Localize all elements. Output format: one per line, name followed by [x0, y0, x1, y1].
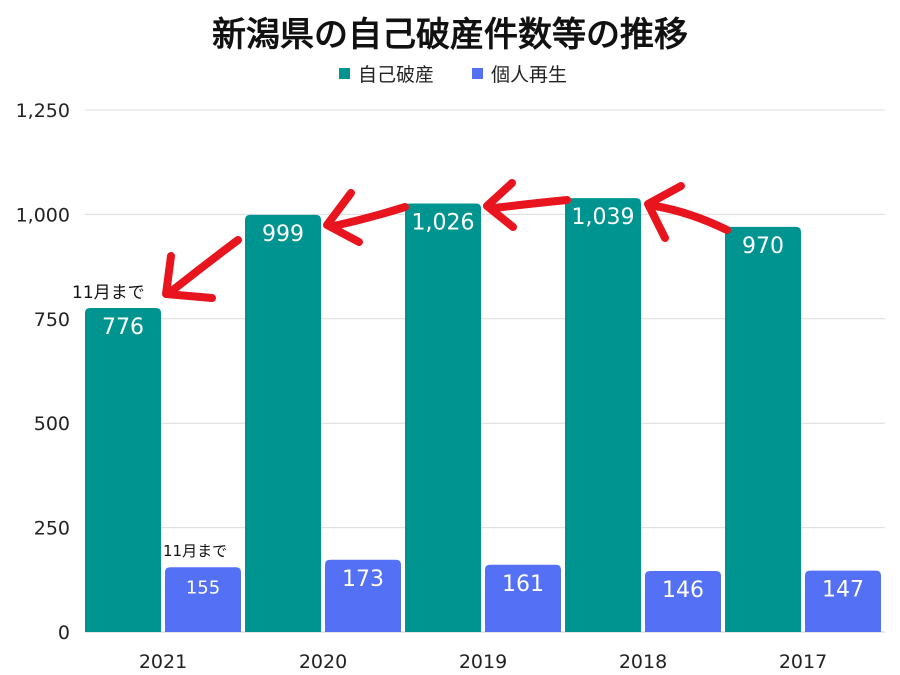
legend-swatch-kojin-saisei [472, 68, 483, 79]
bar-kojin-saisei-2018 [645, 571, 721, 632]
arrow-2020-icon [330, 203, 409, 230]
x-tick-label: 2020 [299, 651, 347, 673]
x-tick-label: 2018 [619, 651, 667, 673]
arrow-2018-head-icon [644, 182, 685, 242]
data-label: 147 [822, 578, 864, 603]
chart-title: 新潟県の自己破産件数等の推移 [212, 15, 688, 55]
data-label: 999 [262, 222, 304, 247]
x-tick-label: 2017 [779, 651, 827, 673]
y-tick-label: 750 [34, 309, 70, 331]
bars [85, 198, 881, 633]
arrow-2021-head-icon [162, 252, 216, 302]
trend-arrows [162, 179, 731, 302]
y-tick-label: 1,250 [16, 100, 70, 122]
data-label: 146 [662, 578, 704, 603]
bar-kojin-saisei-2020 [325, 559, 401, 632]
arrow-2018-icon [651, 202, 731, 234]
y-tick-label: 0 [58, 622, 70, 644]
data-label: 776 [102, 315, 144, 340]
bar-jiko-hasan-2017 [725, 226, 801, 633]
y-axis-ticks: 0 250 500 750 1,000 1,250 [16, 100, 70, 644]
data-label: 1,039 [572, 205, 635, 230]
annotations: 11月まで 11月まで [72, 283, 227, 560]
y-tick-label: 1,000 [16, 204, 70, 226]
legend-swatch-jiko-hasan [339, 68, 350, 79]
data-label: 173 [342, 567, 384, 592]
legend-label-jiko-hasan: 自己破産 [358, 64, 434, 86]
bar-jiko-hasan-2020 [245, 214, 321, 632]
bar-kojin-saisei-2017 [805, 570, 881, 632]
bar-jiko-hasan-2019 [405, 203, 481, 632]
legend-label-kojin-saisei: 個人再生 [491, 64, 567, 86]
data-label: 161 [502, 572, 544, 597]
arrow-2019-head-icon [483, 179, 517, 231]
bar-jiko-hasan-2021 [85, 307, 161, 632]
arrow-2020-head-icon [323, 189, 363, 246]
x-tick-label: 2021 [139, 651, 187, 673]
x-tick-label: 2019 [459, 651, 507, 673]
annotation-november-kojin-saisei: 11月まで [163, 542, 227, 560]
arrow-2021-icon [169, 236, 242, 294]
data-label: 970 [742, 234, 784, 259]
annotation-november-jiko-hasan: 11月まで [72, 283, 145, 303]
bar-jiko-hasan-2018 [565, 198, 641, 633]
y-tick-label: 500 [34, 413, 70, 435]
x-axis-ticks: 2021 2020 2019 2018 2017 [139, 651, 827, 673]
data-label: 1,026 [412, 211, 475, 236]
legend: 自己破産 個人再生 [339, 64, 567, 86]
data-labels: 776 155 999 173 1,026 161 1,039 146 970 147 [102, 205, 864, 603]
arrow-2019-icon [490, 196, 571, 212]
bar-kojin-saisei-2021 [165, 567, 241, 632]
data-label: 155 [186, 577, 220, 598]
y-tick-label: 250 [34, 518, 70, 540]
bar-kojin-saisei-2019 [485, 564, 561, 632]
